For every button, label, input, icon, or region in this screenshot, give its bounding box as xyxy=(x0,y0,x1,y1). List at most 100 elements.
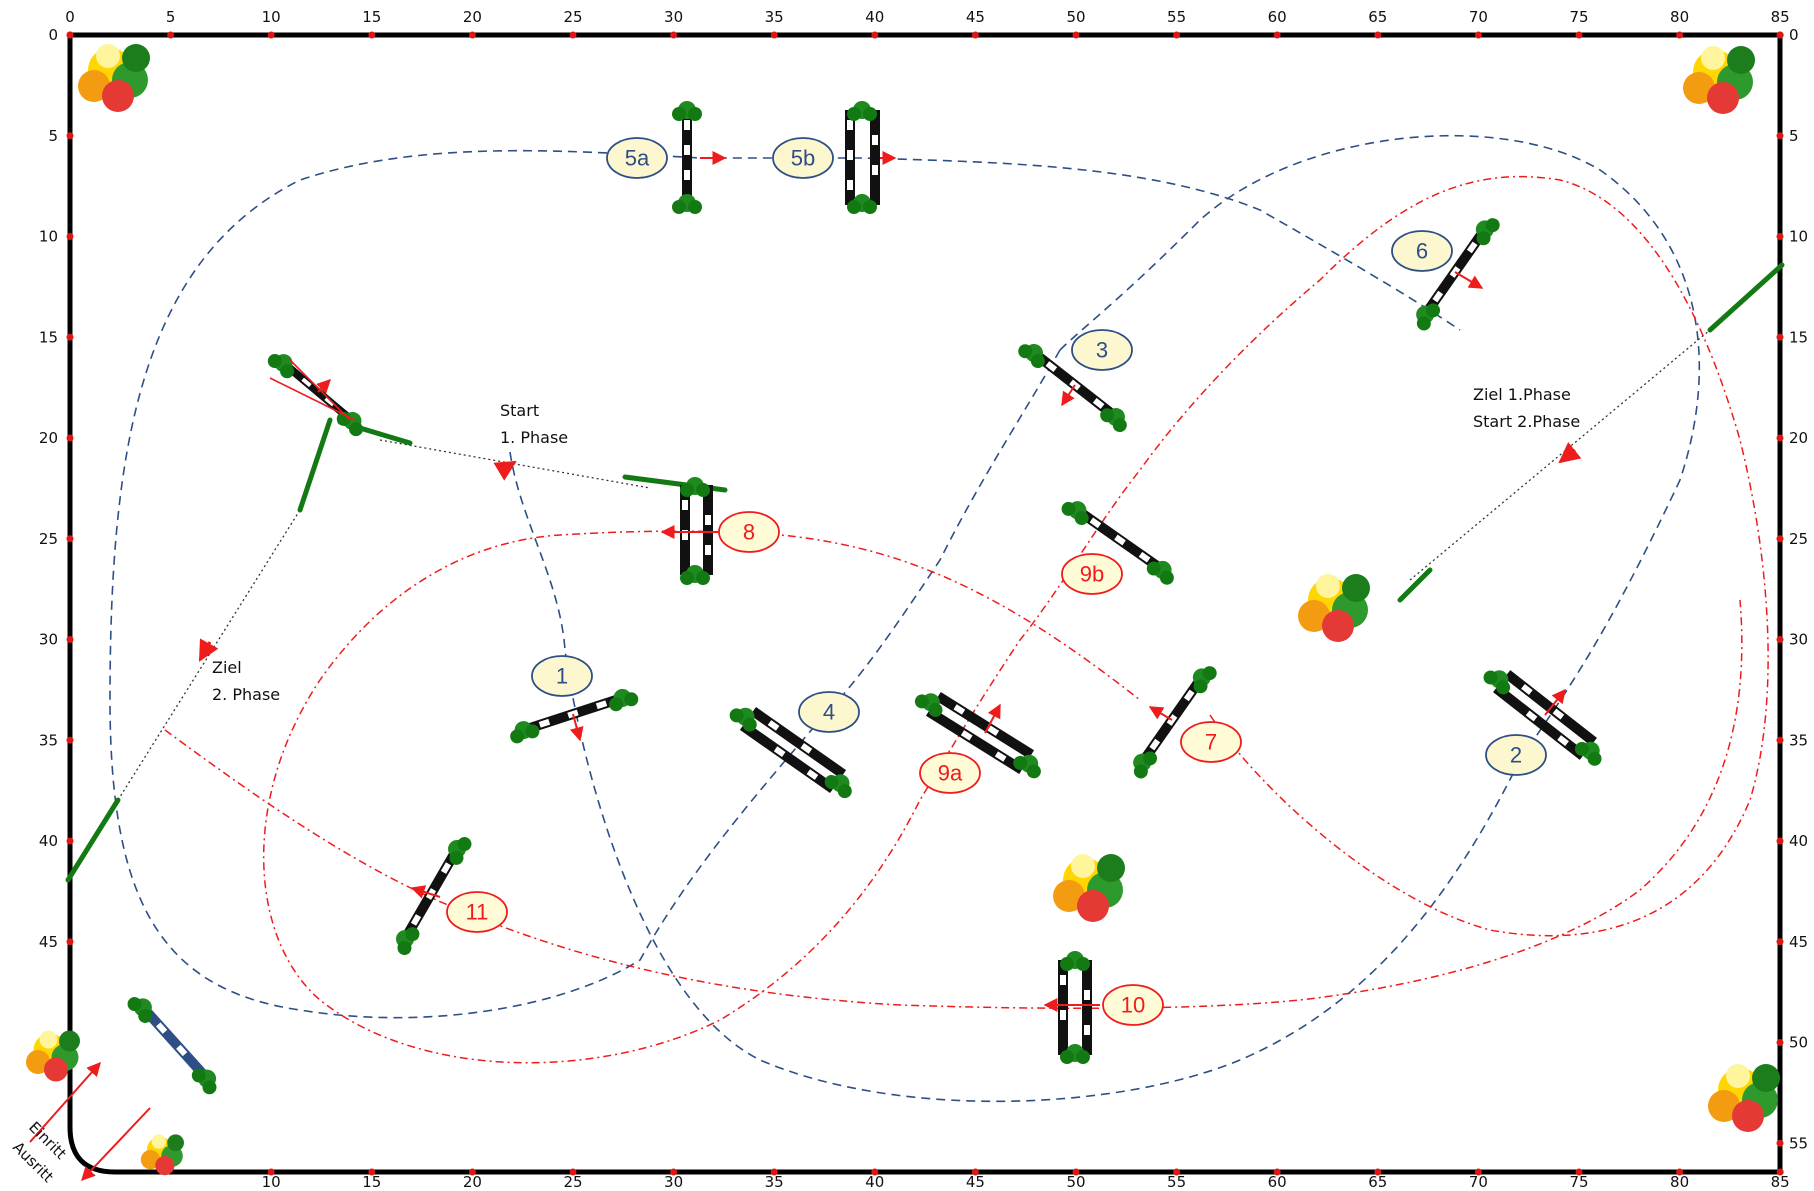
tick-label: 25 xyxy=(39,530,58,548)
jump-1-arrow xyxy=(569,713,584,742)
tick-dot xyxy=(1575,1168,1583,1176)
tick-label: 80 xyxy=(1670,1173,1689,1191)
tick-dot xyxy=(1776,233,1784,240)
tick-label: 35 xyxy=(765,1173,784,1191)
label-6: 6 xyxy=(1391,230,1453,272)
tick-label: 5 xyxy=(166,8,176,26)
cross-mark xyxy=(316,379,331,394)
tick-dot xyxy=(1776,1168,1784,1176)
direction-arrow xyxy=(493,460,517,481)
svg-text:9a: 9a xyxy=(938,761,963,786)
tick-label: 5 xyxy=(48,127,58,145)
tick-label: 70 xyxy=(1469,1173,1488,1191)
tick-dot xyxy=(66,31,74,39)
jump-10[interactable] xyxy=(1043,951,1100,1064)
tick-label: 80 xyxy=(1670,8,1689,26)
label-5b: 5b xyxy=(772,137,834,179)
jump-9a[interactable] xyxy=(911,682,1050,783)
finish-line-phase2 xyxy=(117,509,301,801)
svg-text:10: 10 xyxy=(1121,993,1145,1018)
flag-posts xyxy=(65,262,1785,883)
tick-label: 85 xyxy=(1771,8,1790,26)
jump-4[interactable] xyxy=(725,697,861,804)
tick-label: 10 xyxy=(39,228,58,246)
svg-text:7: 7 xyxy=(1205,730,1217,755)
tick-label: 0 xyxy=(48,26,58,44)
tick-dot xyxy=(1776,736,1784,744)
tick-dot xyxy=(66,333,74,341)
tick-label: 55 xyxy=(1789,1134,1808,1152)
tick-dot xyxy=(66,434,74,442)
tick-label: 10 xyxy=(1789,228,1808,246)
route-phase2 xyxy=(164,175,1769,1064)
jump-5b[interactable] xyxy=(845,101,897,214)
tick-label: 30 xyxy=(1789,631,1808,649)
flower-decoration xyxy=(1708,1064,1780,1132)
tick-dot xyxy=(1273,1168,1281,1176)
tick-label: 30 xyxy=(664,1173,683,1191)
tick-dot xyxy=(66,233,74,240)
start-phase1-label-2: 1. Phase xyxy=(500,428,568,447)
tick-dot xyxy=(1776,1039,1784,1046)
tick-dot xyxy=(770,1168,778,1176)
tick-label: 50 xyxy=(1789,1034,1808,1052)
svg-text:5a: 5a xyxy=(625,146,650,171)
tick-label: 15 xyxy=(362,8,381,26)
tick-dot xyxy=(670,1168,678,1176)
tick-dot xyxy=(66,132,74,140)
jump-3-arrow xyxy=(1061,384,1076,407)
svg-text:9b: 9b xyxy=(1080,562,1104,587)
tick-dot xyxy=(167,31,175,39)
svg-text:4: 4 xyxy=(823,700,835,725)
tick-label: 50 xyxy=(1066,1173,1085,1191)
direction-arrow xyxy=(198,638,219,662)
spare-jump xyxy=(124,990,224,1098)
tick-label: 45 xyxy=(966,1173,985,1191)
axis-bottom: 10 15 20 25 30 35 40 45 50 55 60 65 70 75 80 85 xyxy=(262,1168,1790,1191)
tick-dot xyxy=(1374,1168,1382,1176)
svg-text:6: 6 xyxy=(1416,239,1428,264)
flower-decoration xyxy=(1298,574,1370,642)
tick-dot xyxy=(1776,31,1784,39)
tick-label: 65 xyxy=(1368,1173,1387,1191)
jump-7[interactable] xyxy=(1126,659,1220,782)
tick-label: 15 xyxy=(362,1173,381,1191)
ziel-phase2-label: Ziel xyxy=(212,658,242,677)
tick-label: 10 xyxy=(262,1173,281,1191)
exit-arrow xyxy=(81,1107,151,1182)
tick-label: 40 xyxy=(865,1173,884,1191)
axis-left: 0 5 10 15 20 25 30 35 40 45 xyxy=(39,26,74,951)
tick-dot xyxy=(971,31,979,39)
tick-dot xyxy=(1776,938,1784,946)
jump-8[interactable] xyxy=(660,477,720,585)
tick-label: 25 xyxy=(1789,530,1808,548)
tick-label: 55 xyxy=(1167,8,1186,26)
tick-dot xyxy=(1273,31,1281,39)
tick-label: 20 xyxy=(463,1173,482,1191)
tick-label: 45 xyxy=(39,933,58,951)
tick-dot xyxy=(66,535,74,543)
tick-label: 40 xyxy=(39,832,58,850)
tick-dot xyxy=(1474,31,1482,39)
tick-label: 25 xyxy=(563,8,582,26)
tick-dot xyxy=(770,31,778,39)
tick-label: 65 xyxy=(1368,8,1387,26)
tick-dot xyxy=(1173,1168,1181,1176)
tick-label: 15 xyxy=(39,328,58,346)
start-phase2-label: Start 2.Phase xyxy=(1473,412,1580,431)
tick-dot xyxy=(1374,31,1382,39)
tick-label: 35 xyxy=(39,731,58,749)
tick-dot xyxy=(871,1168,879,1176)
tick-label: 20 xyxy=(1789,429,1808,447)
tick-label: 75 xyxy=(1569,8,1588,26)
tick-dot xyxy=(871,31,879,39)
jump-9b[interactable] xyxy=(1058,494,1181,588)
jump-5a[interactable] xyxy=(672,101,727,214)
tick-dot xyxy=(1676,31,1684,39)
tick-dot xyxy=(1173,31,1181,39)
ziel-phase2-label-2: 2. Phase xyxy=(212,685,280,704)
tick-label: 60 xyxy=(1268,1173,1287,1191)
flower-decoration xyxy=(1683,46,1755,114)
start-phase1-label: Start xyxy=(500,401,539,420)
jump-6-arrow xyxy=(1454,271,1484,289)
